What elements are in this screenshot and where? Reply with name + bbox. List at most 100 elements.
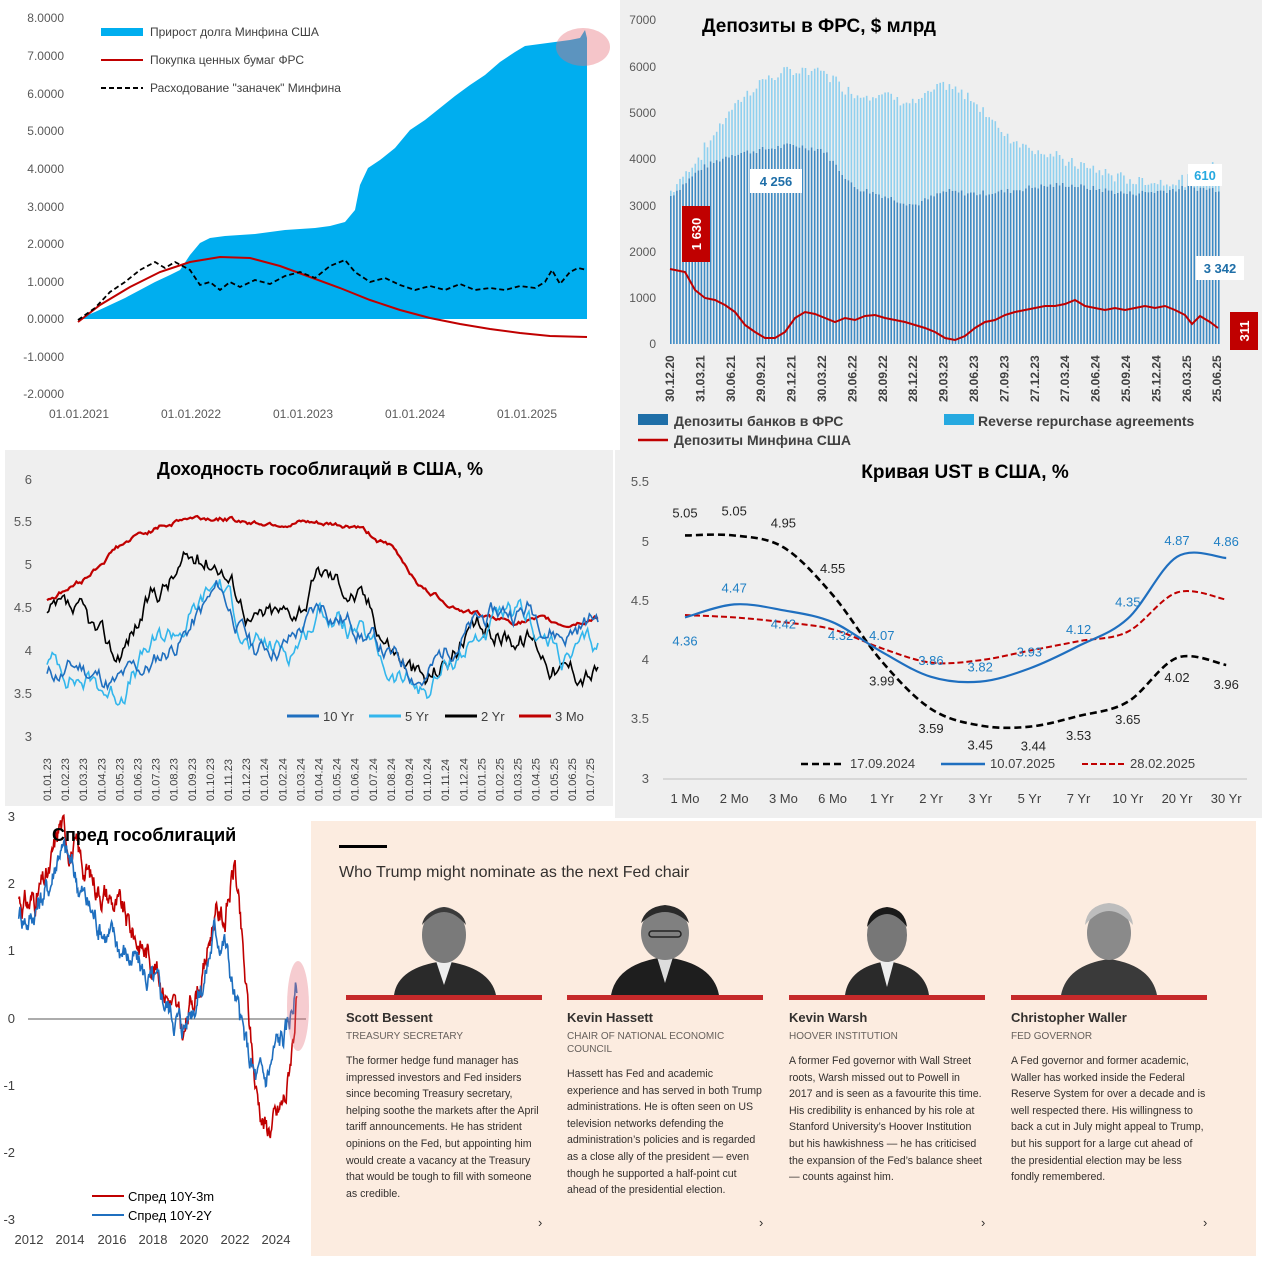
label-box-banks-start	[682, 206, 710, 262]
x-tick: 2012	[15, 1232, 44, 1247]
y-tick: 4000	[629, 152, 656, 166]
x-tick: 6 Mo	[818, 791, 847, 806]
bar-reverse-repo	[954, 86, 957, 191]
candidate-card-warsh[interactable]: Kevin Warsh HOOVER INSTITUTION A former …	[789, 897, 985, 1230]
y-tick: 3	[25, 729, 32, 744]
bar-banks-deposit	[1193, 187, 1196, 344]
bar-reverse-repo	[976, 104, 978, 196]
bar-reverse-repo	[872, 97, 874, 192]
data-label-17-09-2024: 3.59	[918, 721, 943, 736]
bar-banks-deposit	[930, 195, 932, 344]
candidate-description: The former hedge fund manager has impres…	[346, 1055, 539, 1200]
bar-banks-deposit	[942, 191, 945, 344]
bar-reverse-repo	[829, 82, 831, 161]
data-label-10-07-2025: 4.07	[869, 628, 894, 643]
bar-banks-deposit	[798, 147, 801, 344]
legend-swatch-banks	[638, 414, 668, 425]
bar-reverse-repo	[862, 97, 865, 192]
bar-banks-deposit	[801, 145, 804, 344]
bar-banks-deposit	[786, 143, 788, 344]
bar-reverse-repo	[1150, 183, 1153, 192]
bar-reverse-repo	[1040, 153, 1042, 185]
legend-label: 10 Yr	[323, 709, 355, 724]
bar-reverse-repo	[676, 184, 678, 191]
bar-banks-deposit	[1061, 182, 1064, 344]
chart-title: Кривая UST в США, %	[861, 462, 1069, 483]
bar-reverse-repo	[706, 147, 709, 168]
bar-reverse-repo	[798, 73, 801, 148]
bar-reverse-repo	[1166, 184, 1168, 193]
bar-reverse-repo	[921, 97, 923, 201]
bar-banks-deposit	[774, 149, 776, 344]
bar-reverse-repo	[924, 93, 926, 199]
bar-banks-deposit	[1092, 185, 1095, 344]
chevron-right-icon[interactable]: ›	[759, 1215, 764, 1230]
bar-banks-deposit	[970, 192, 972, 344]
x-tick: 01.04.25	[531, 758, 543, 801]
person-icon	[611, 905, 719, 995]
spread-chart-panel: 3 2 1 0 -1 -2 -3 Спред гособлигаций Спре…	[0, 806, 311, 1280]
chevron-right-icon[interactable]: ›	[981, 1215, 986, 1230]
bar-reverse-repo	[1101, 175, 1104, 192]
legend-label: 3 Mo	[555, 709, 584, 724]
bar-banks-deposit	[985, 195, 987, 344]
bar-reverse-repo	[810, 71, 813, 148]
x-tick: 01.01.2022	[161, 407, 221, 421]
bar-reverse-repo	[1107, 173, 1110, 191]
candidate-card-waller[interactable]: Christopher Waller FED GOVERNOR A Fed go…	[1011, 897, 1207, 1230]
candidate-role: HOOVER INSTITUTION	[789, 1031, 898, 1042]
y-tick: 4.5	[14, 600, 32, 615]
candidate-card-hassett[interactable]: Kevin Hassett CHAIR OF NATIONAL ECONOMIC…	[567, 897, 763, 1230]
chevron-right-icon[interactable]: ›	[538, 1215, 543, 1230]
bar-reverse-repo	[918, 99, 920, 206]
bar-banks-deposit	[1031, 187, 1033, 344]
bar-reverse-repo	[1019, 147, 1021, 191]
bar-reverse-repo	[823, 70, 825, 153]
bar-banks-deposit	[1003, 192, 1006, 344]
bar-banks-deposit	[768, 148, 770, 344]
bar-banks-deposit	[823, 152, 825, 344]
portrait-waller	[1011, 897, 1207, 995]
person-icon	[845, 907, 929, 995]
bar-banks-deposit	[945, 191, 948, 344]
x-tick: 31.03.21	[693, 355, 707, 402]
bar-reverse-repo	[1077, 168, 1079, 188]
bar-banks-deposit	[905, 205, 908, 344]
bar-banks-deposit	[761, 147, 764, 344]
legend-label: Reverse repurchase agreements	[978, 413, 1195, 429]
bar-reverse-repo	[1159, 179, 1162, 191]
bar-reverse-repo	[1012, 141, 1015, 191]
deposits-legend: Депозиты банков в ФРС Reverse repurchase…	[638, 413, 1195, 448]
bar-banks-deposit	[1049, 184, 1052, 344]
data-label-10-07-2025: 4.87	[1164, 533, 1189, 548]
bar-banks-deposit	[1166, 193, 1168, 344]
x-tick: 3 Mo	[769, 791, 798, 806]
data-label-17-09-2024: 3.44	[1021, 739, 1046, 754]
x-tick: 30 Yr	[1211, 791, 1243, 806]
bar-reverse-repo	[712, 135, 715, 163]
bar-reverse-repo	[841, 91, 843, 175]
chevron-right-icon[interactable]: ›	[1203, 1215, 1208, 1230]
bar-reverse-repo	[673, 192, 675, 196]
bar-banks-deposit	[1000, 189, 1003, 344]
candidate-card-bessent[interactable]: Scott Bessent TREASURY SECRETARY The for…	[346, 897, 542, 1230]
bar-banks-deposit	[948, 189, 951, 344]
bar-reverse-repo	[1092, 165, 1095, 186]
bar-banks-deposit	[743, 151, 746, 344]
ft-article-panel: Who Trump might nominate as the next Fed…	[311, 821, 1256, 1256]
bar-banks-deposit	[804, 148, 807, 344]
x-tick: 01.02.25	[495, 758, 507, 801]
bar-reverse-repo	[911, 98, 914, 205]
bar-reverse-repo	[786, 66, 788, 144]
x-tick: 01.09.23	[187, 758, 199, 801]
bar-reverse-repo	[960, 89, 963, 191]
x-tick: 01.01.2023	[273, 407, 333, 421]
data-label-17-09-2024: 5.05	[722, 503, 747, 518]
curve-legend: 17.09.2024 10.07.2025 28.02.2025	[801, 756, 1195, 771]
x-tick: 01.01.23	[42, 758, 54, 801]
bar-banks-deposit	[1153, 192, 1156, 344]
bar-banks-deposit	[722, 158, 724, 344]
y-tick: -2	[3, 1145, 15, 1160]
bar-reverse-repo	[813, 68, 816, 151]
bar-reverse-repo	[768, 75, 770, 149]
